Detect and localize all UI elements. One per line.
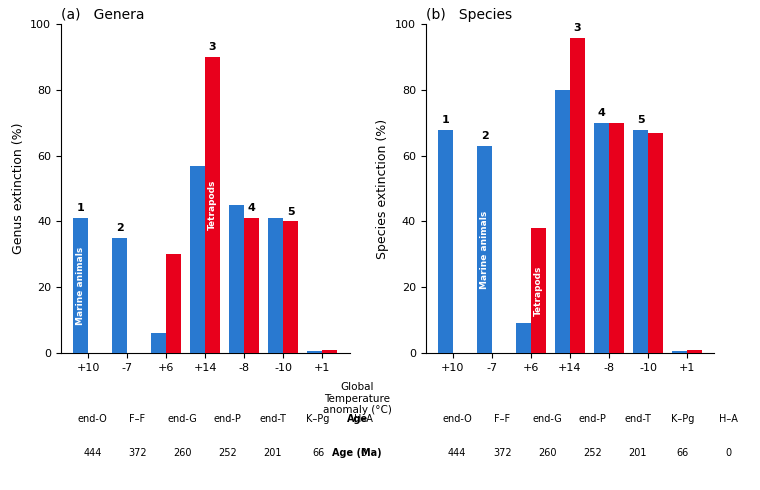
Bar [112,238,127,353]
Bar [268,218,283,353]
Text: F–F: F–F [129,414,146,424]
Text: Marine animals: Marine animals [76,246,85,324]
Text: Tetrapods: Tetrapods [208,180,217,230]
Text: 0: 0 [725,448,731,458]
Text: 4: 4 [248,203,255,213]
Text: 1: 1 [442,115,449,124]
Bar [648,133,663,353]
Text: 66: 66 [676,448,689,458]
Text: end-T: end-T [624,414,651,424]
Text: 444: 444 [83,448,102,458]
Text: 2: 2 [116,223,124,233]
Text: end-O: end-O [442,414,472,424]
Text: 4: 4 [597,108,606,118]
Text: 260: 260 [173,448,192,458]
Bar [166,254,181,353]
Text: 201: 201 [264,448,282,458]
Text: (b)   Species: (b) Species [426,8,511,22]
Text: 66: 66 [312,448,324,458]
Text: end-G: end-G [168,414,198,424]
Text: 372: 372 [128,448,147,458]
Text: 0: 0 [360,448,366,458]
Text: 372: 372 [493,448,511,458]
Text: Age: Age [347,414,368,424]
Bar [477,146,492,353]
Text: 3: 3 [209,43,217,52]
Bar [673,351,687,353]
Text: 252: 252 [583,448,602,458]
Text: F–F: F–F [494,414,511,424]
Y-axis label: Species extinction (%): Species extinction (%) [376,119,389,259]
Text: 2: 2 [480,131,489,141]
Bar [283,221,298,353]
Bar [531,228,546,353]
Text: end-P: end-P [214,414,242,424]
Bar [322,349,337,353]
Text: 260: 260 [538,448,556,458]
Bar [687,349,702,353]
Text: Global
Temperature
anomaly (°C): Global Temperature anomaly (°C) [323,382,391,416]
Text: 5: 5 [637,115,644,124]
Text: Marine animals: Marine animals [480,210,489,289]
Y-axis label: Genus extinction (%): Genus extinction (%) [11,123,24,254]
Text: 3: 3 [574,23,581,33]
Text: 5: 5 [287,207,294,217]
Bar [190,166,205,353]
Text: 252: 252 [218,448,237,458]
Text: Tetrapods: Tetrapods [534,265,543,316]
Text: end-T: end-T [259,414,287,424]
Bar [609,123,624,353]
Bar [308,351,322,353]
Text: K–Pg: K–Pg [306,414,330,424]
Bar [230,205,244,353]
Bar [633,129,648,353]
Bar [555,90,570,353]
Text: end-G: end-G [533,414,562,424]
Text: 201: 201 [629,448,647,458]
Bar [244,218,259,353]
Bar [205,57,220,353]
Bar [151,333,166,353]
Bar [73,218,88,353]
Text: (a)   Genera: (a) Genera [61,8,144,22]
Text: 444: 444 [448,448,467,458]
Text: H–A: H–A [353,414,372,424]
Bar [594,123,609,353]
Text: K–Pg: K–Pg [671,414,695,424]
Text: end-P: end-P [578,414,606,424]
Bar [570,38,585,353]
Bar [516,323,531,353]
Bar [438,129,453,353]
Text: end-O: end-O [78,414,107,424]
Text: H–A: H–A [718,414,737,424]
Text: 1: 1 [77,203,84,213]
Text: Age (Ma): Age (Ma) [332,448,382,458]
